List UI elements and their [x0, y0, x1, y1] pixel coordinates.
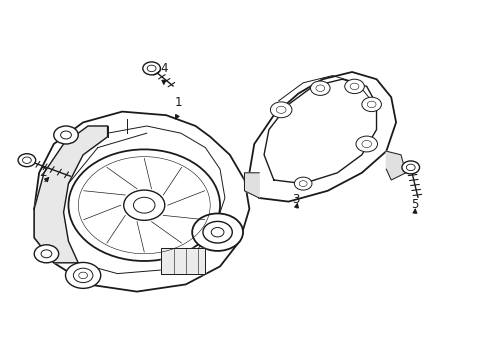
Text: 5: 5 — [410, 198, 418, 211]
Text: 3: 3 — [291, 193, 299, 206]
Circle shape — [355, 136, 377, 152]
Polygon shape — [34, 112, 249, 292]
Circle shape — [294, 177, 311, 190]
Circle shape — [401, 161, 419, 174]
Circle shape — [68, 149, 220, 261]
Circle shape — [18, 154, 36, 167]
Circle shape — [203, 221, 232, 243]
Circle shape — [142, 62, 160, 75]
Circle shape — [34, 245, 59, 263]
Text: 2: 2 — [39, 166, 47, 179]
Circle shape — [192, 213, 243, 251]
Polygon shape — [244, 173, 259, 198]
Polygon shape — [34, 126, 107, 263]
Text: 4: 4 — [160, 62, 167, 75]
Circle shape — [270, 102, 291, 118]
Polygon shape — [161, 248, 205, 274]
Polygon shape — [249, 72, 395, 202]
Circle shape — [73, 268, 93, 283]
Text: 1: 1 — [174, 96, 182, 109]
Circle shape — [54, 126, 78, 144]
Circle shape — [310, 81, 329, 95]
Circle shape — [344, 79, 364, 94]
Polygon shape — [264, 79, 376, 184]
Circle shape — [65, 262, 101, 288]
Circle shape — [123, 190, 164, 220]
Circle shape — [361, 97, 381, 112]
Polygon shape — [386, 151, 405, 180]
